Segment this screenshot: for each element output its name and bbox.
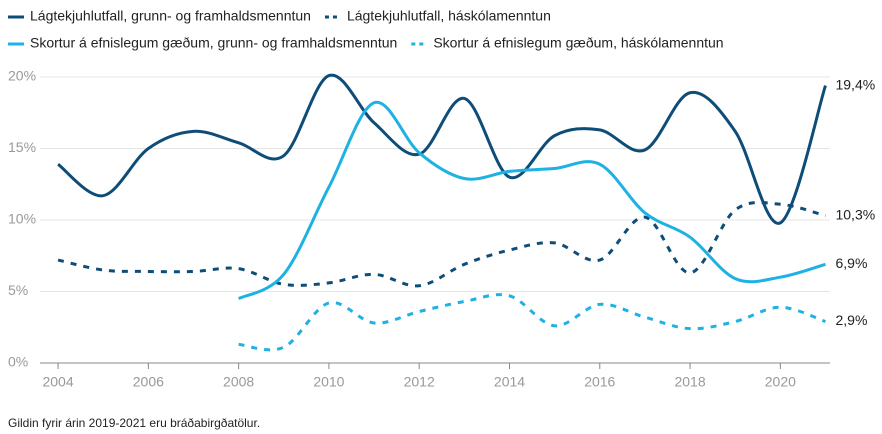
x-tick-label: 2016 (584, 374, 615, 390)
x-tick-label: 2012 (404, 374, 435, 390)
end-label: 10,3% (835, 206, 875, 222)
y-tick-label: 20% (8, 68, 36, 84)
y-tick-label: 15% (8, 139, 36, 155)
x-tick-label: 2004 (42, 374, 73, 390)
end-label: 2,9% (835, 312, 867, 328)
x-tick-label: 2010 (313, 374, 344, 390)
legend-label: Lágtekjuhlutfall, grunn- og framhaldsmen… (30, 8, 311, 24)
x-tick-label: 2006 (133, 374, 164, 390)
series-line (57, 73, 827, 225)
series-line (238, 293, 826, 352)
footnote: Gildin fyrir árin 2019-2021 eru bráðabir… (8, 416, 260, 430)
y-tick-label: 0% (8, 354, 28, 370)
end-label: 6,9% (835, 255, 867, 271)
series-line (237, 100, 826, 301)
x-tick-label: 2008 (223, 374, 254, 390)
x-tick-label: 2020 (765, 374, 796, 390)
series-line (57, 200, 826, 288)
x-tick-label: 2014 (494, 374, 525, 390)
x-tick-label: 2018 (674, 374, 705, 390)
y-tick-label: 5% (8, 282, 28, 298)
end-label: 19,4% (835, 76, 875, 92)
legend-label: Lágtekjuhlutfall, háskólamenntun (347, 8, 551, 24)
y-tick-label: 10% (8, 211, 36, 227)
legend-label: Skortur á efnislegum gæðum, grunn- og fr… (30, 35, 397, 51)
legend-label: Skortur á efnislegum gæðum, háskólamennt… (433, 35, 723, 51)
